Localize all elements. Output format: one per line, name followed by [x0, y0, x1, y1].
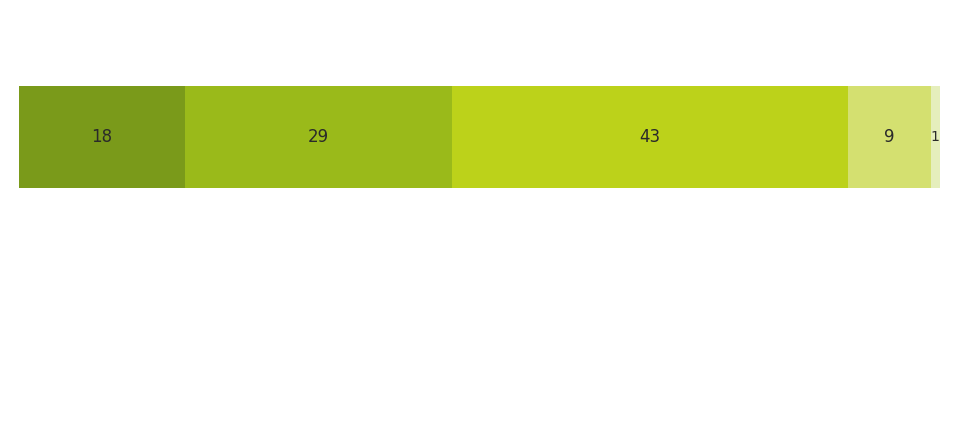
Text: 1: 1 — [931, 130, 940, 144]
Text: 9: 9 — [884, 128, 895, 146]
Bar — [848, 86, 930, 188]
Text: 29: 29 — [308, 128, 329, 146]
Text: 18: 18 — [91, 128, 112, 146]
Bar — [19, 86, 185, 188]
Bar — [930, 86, 940, 188]
Bar — [452, 86, 848, 188]
Bar — [185, 86, 452, 188]
Text: 43: 43 — [640, 128, 661, 146]
